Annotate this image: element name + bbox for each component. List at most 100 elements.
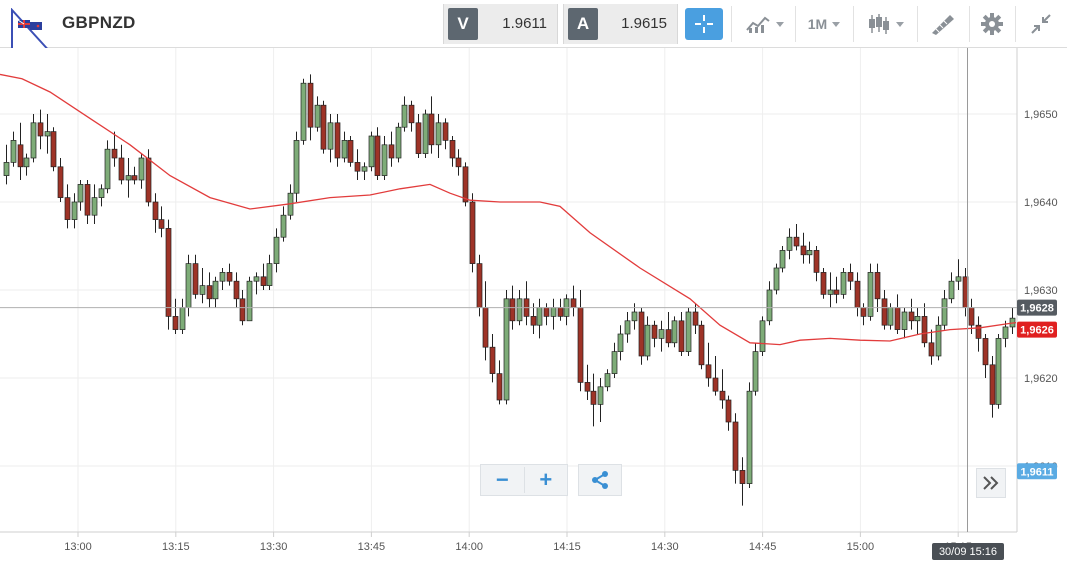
candle-body	[125, 175, 132, 181]
candle-body	[260, 276, 267, 286]
candle	[77, 180, 84, 211]
candle-body	[266, 263, 273, 286]
svg-text:1,9628: 1,9628	[1020, 303, 1054, 315]
candle	[30, 114, 37, 163]
candle-body	[901, 311, 908, 330]
candle	[206, 272, 213, 308]
candle	[435, 114, 442, 158]
candle-body	[77, 184, 84, 203]
toolbar-divider	[1015, 6, 1016, 42]
candle	[57, 158, 64, 202]
candle	[820, 268, 827, 299]
candle	[651, 320, 658, 348]
candle-body	[800, 245, 807, 256]
candle-body	[543, 307, 550, 317]
candle	[779, 246, 786, 273]
zoom-out-button[interactable]: −	[481, 467, 525, 493]
candle	[1002, 320, 1009, 348]
candle-body	[462, 166, 469, 203]
candle	[658, 320, 665, 352]
time-tick-label: 13:00	[64, 541, 92, 553]
buy-quote-button[interactable]: A 1.9615	[563, 4, 678, 44]
candle	[84, 180, 91, 224]
candle-body	[104, 148, 111, 190]
candle-body	[584, 382, 591, 392]
sell-quote-button[interactable]: V 1.9611	[443, 4, 558, 44]
price-tick-label: 1,9650	[1024, 109, 1058, 121]
price-tick-label: 1,9630	[1024, 285, 1058, 297]
chart-type-button[interactable]	[856, 4, 914, 44]
double-chevron-right-icon	[983, 476, 999, 490]
share-button[interactable]	[578, 464, 622, 496]
candle	[253, 272, 260, 295]
candle	[422, 109, 429, 158]
candle-body	[165, 228, 172, 317]
candle	[307, 74, 314, 141]
candle-body	[935, 324, 942, 357]
candle-body	[239, 298, 246, 322]
candle-body	[631, 311, 638, 322]
candle	[948, 272, 955, 304]
candle	[260, 263, 267, 290]
zoom-controls: − +	[480, 464, 568, 496]
candle-body	[57, 166, 64, 198]
candle	[665, 312, 672, 348]
candle-body	[590, 390, 597, 405]
candle	[833, 276, 840, 304]
candle-body	[570, 298, 577, 308]
candle	[327, 114, 334, 163]
candle	[199, 268, 206, 304]
candle-body	[422, 113, 429, 154]
candle-body	[894, 307, 901, 330]
sell-price: 1.9611	[502, 15, 547, 32]
candle-body	[341, 140, 348, 159]
drawing-tools-button[interactable]	[920, 4, 966, 44]
candle-body	[557, 307, 564, 317]
candle-body	[644, 324, 651, 357]
collapse-button[interactable]	[1018, 4, 1064, 44]
candle	[712, 356, 719, 396]
crosshair-button[interactable]	[685, 8, 723, 40]
candlestick-series	[3, 74, 1016, 506]
instrument-symbol[interactable]: GBPNZD	[62, 13, 136, 32]
candle-body	[766, 289, 773, 322]
candle	[233, 272, 240, 308]
time-tick-label: 15:00	[847, 541, 875, 553]
scroll-to-latest-button[interactable]	[976, 468, 1006, 498]
candle	[941, 290, 948, 330]
toolbar-divider	[795, 6, 796, 42]
candle-body	[658, 329, 665, 339]
candle	[442, 118, 449, 150]
indicators-button[interactable]	[736, 4, 792, 44]
candle-body	[968, 307, 975, 326]
time-tick-label: 14:45	[749, 541, 777, 553]
candle-body	[199, 285, 206, 295]
candle-body	[671, 320, 678, 344]
candle-body	[138, 157, 145, 181]
candle	[125, 158, 132, 198]
candle-body	[692, 311, 699, 326]
candle	[928, 329, 935, 365]
candle-body	[739, 470, 746, 484]
candle	[401, 96, 408, 132]
timeframe-button[interactable]: 1M	[798, 4, 850, 44]
candle	[165, 219, 172, 330]
candle-body	[914, 316, 921, 322]
candle-body	[30, 122, 37, 159]
candle	[455, 149, 462, 176]
time-axis: 13:00 13:15 13:30 13:45 14:00 14:15 14:30 14:45…	[64, 532, 972, 553]
candle	[192, 254, 199, 299]
candle-body	[381, 144, 388, 176]
candle-body	[91, 197, 98, 216]
candle-body	[975, 324, 982, 339]
time-tick-label: 13:30	[260, 541, 288, 553]
candle	[273, 228, 280, 273]
candle-body	[469, 201, 476, 264]
settings-button[interactable]	[972, 4, 1012, 44]
candle-body	[273, 236, 280, 264]
zoom-in-button[interactable]: +	[539, 467, 553, 492]
candle-body	[624, 320, 631, 335]
candle	[469, 193, 476, 273]
candle	[759, 316, 766, 356]
candle-body	[253, 276, 260, 282]
